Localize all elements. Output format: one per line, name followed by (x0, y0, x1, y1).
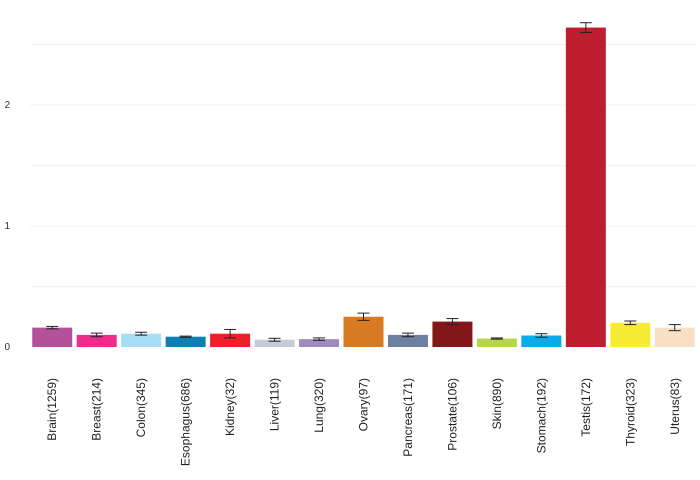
y-tick-label: 0 (4, 342, 10, 353)
error-bar (401, 332, 414, 338)
x-tick-label: Colon(345) (134, 378, 148, 437)
x-tick-label: Skin(890) (490, 378, 504, 429)
error-bar (135, 331, 148, 336)
x-tick-label: Kidney(32) (223, 378, 237, 436)
bar (121, 333, 162, 347)
x-tick-label: Thyroid(323) (623, 378, 637, 446)
error-bar (268, 337, 281, 342)
bar (476, 338, 517, 347)
bar (654, 327, 695, 347)
bar (76, 334, 117, 347)
error-bar (90, 332, 103, 338)
error-bar (46, 325, 59, 330)
bar (565, 27, 606, 348)
bar (387, 334, 428, 347)
x-tick-label: Pancreas(171) (401, 378, 415, 457)
x-tick-label: Liver(119) (268, 378, 282, 431)
x-tick-label: Uterus(83) (668, 378, 682, 435)
bar (165, 336, 206, 347)
error-bar (224, 328, 237, 339)
bar (610, 322, 651, 347)
error-bar (179, 335, 192, 338)
x-tick-label: Prostate(106) (445, 378, 459, 451)
bar (254, 339, 295, 347)
y-tick-label: 1 (4, 221, 10, 232)
error-bar (490, 337, 503, 340)
x-tick-label: Ovary(97) (357, 378, 371, 431)
x-tick-label: Testis(172) (579, 378, 593, 437)
error-bar (313, 337, 326, 341)
x-tick-label: Lung(320) (312, 378, 326, 433)
error-bar (446, 318, 459, 326)
error-bars (46, 22, 681, 342)
bar (343, 316, 384, 347)
error-bar (535, 333, 548, 338)
x-axis: Brain(1259) Breast(214) Colon(345) Esophagu… (45, 378, 682, 466)
x-tick-label: Brain(1259) (45, 378, 59, 441)
x-tick-label: Breast(214) (90, 378, 104, 441)
error-bar (668, 324, 681, 332)
bar (210, 333, 251, 347)
bar (521, 335, 562, 347)
bar (299, 339, 340, 347)
bar (32, 327, 73, 347)
x-tick-label: Stomach(192) (534, 378, 548, 453)
bars (32, 27, 695, 348)
error-bar (357, 312, 370, 321)
error-bar (579, 22, 592, 33)
x-tick-label: Esophagus(686) (179, 378, 193, 466)
y-axis: 0 1 2 (4, 100, 10, 353)
error-bar (624, 320, 637, 326)
y-tick-label: 2 (4, 100, 10, 111)
bar (432, 321, 473, 347)
